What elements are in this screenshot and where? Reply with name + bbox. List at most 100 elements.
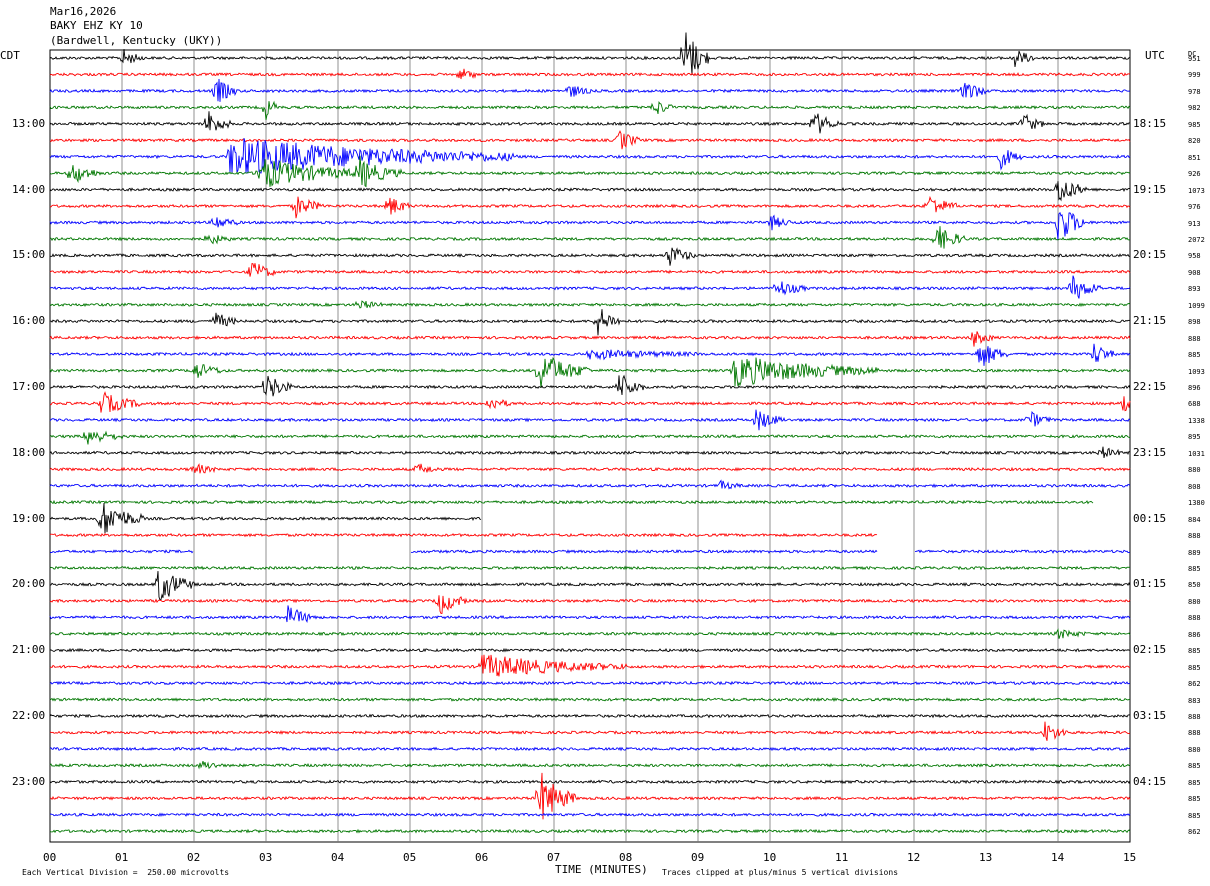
right-hour-label: 04:15	[1133, 774, 1167, 788]
dc-offset-label: 862	[1188, 680, 1201, 689]
dc-offset-label: 889	[1188, 548, 1201, 557]
right-hour-label: 01:15	[1133, 577, 1167, 591]
dc-offset-label: 898	[1188, 318, 1201, 327]
dc-offset-label: 1073	[1188, 186, 1205, 195]
left-timezone-label: CDT	[0, 49, 20, 62]
x-tick-label: 12	[907, 851, 921, 864]
dc-offset-label: 883	[1188, 696, 1201, 705]
trace-9	[49, 195, 1131, 219]
dc-offset-label: 908	[1188, 268, 1201, 277]
dc-offset-label: 896	[1188, 384, 1201, 392]
left-hour-label: 13:00	[12, 116, 46, 130]
dc-offset-label: 885	[1188, 647, 1201, 656]
left-hour-label: 23:00	[12, 774, 46, 788]
left-hour-label: 18:00	[12, 445, 46, 459]
dc-offset-label: 888	[1188, 532, 1201, 541]
trace-25	[49, 463, 1131, 474]
trace-37	[49, 654, 1131, 677]
dc-offset-label: 885	[1188, 762, 1201, 771]
dc-offset-label: 951	[1188, 55, 1201, 63]
trace-24	[49, 446, 1131, 458]
chart-date: Mar16,2026	[50, 5, 117, 18]
trace-23	[49, 430, 1131, 445]
trace-17	[49, 331, 1131, 347]
dc-offset-label: 913	[1188, 219, 1201, 228]
trace-10	[49, 211, 1131, 241]
trace-31	[49, 565, 1131, 571]
dc-offset-label: 1338	[1188, 416, 1205, 425]
dc-offset-label: 888	[1188, 713, 1201, 721]
x-tick-label: 02	[187, 851, 201, 864]
dc-offset-label: 1380	[1188, 499, 1205, 508]
trace-26	[49, 479, 1131, 490]
trace-20	[49, 374, 1131, 397]
x-tick-label: 04	[331, 851, 345, 864]
dc-offset-label: 886	[1188, 630, 1201, 639]
trace-33	[49, 595, 1131, 614]
trace-45	[49, 772, 1131, 820]
dc-offset-label: 820	[1188, 137, 1201, 146]
scale-note: Each Vertical Division = 250.00 microvol…	[22, 868, 230, 877]
left-hour-label: 16:00	[12, 314, 46, 328]
right-hour-label: 03:15	[1133, 709, 1167, 722]
trace-5	[49, 130, 1131, 150]
left-hour-label: 15:00	[12, 248, 46, 262]
left-hour-label: 17:00	[12, 380, 46, 393]
left-hour-label: 19:00	[12, 511, 46, 525]
trace-40	[49, 713, 1131, 719]
trace-29	[49, 532, 878, 538]
x-tick-label: 11	[835, 851, 849, 864]
right-hour-label: 00:15	[1133, 511, 1167, 525]
trace-22	[49, 409, 1131, 431]
dc-offset-label: 888	[1188, 334, 1201, 343]
x-tick-label: 05	[403, 851, 417, 864]
dc-offset-label: 895	[1188, 433, 1201, 442]
dc-offset-label: 978	[1188, 87, 1201, 96]
trace-8	[49, 181, 1131, 202]
trace-41	[49, 721, 1131, 741]
x-tick-label: 00	[43, 851, 57, 864]
right-hour-label: 02:15	[1133, 643, 1167, 657]
right-hour-label: 21:15	[1133, 314, 1167, 328]
trace-21	[49, 391, 1131, 413]
trace-35	[49, 628, 1131, 639]
trace-28	[49, 502, 482, 534]
trace-4	[49, 111, 1131, 134]
trace-38	[49, 680, 1131, 686]
dc-offset-label: 885	[1188, 351, 1201, 360]
dc-offset-label: 851	[1188, 153, 1201, 162]
trace-42	[49, 746, 1131, 752]
x-axis-title: TIME (MINUTES)	[555, 863, 648, 876]
dc-offset-label: 885	[1188, 663, 1201, 672]
dc-offset-label: 2072	[1188, 235, 1205, 244]
dc-offset-label: 885	[1188, 795, 1201, 804]
dc-offset-label: 1093	[1188, 367, 1205, 376]
x-tick-label: 15	[1123, 851, 1137, 864]
right-hour-label: 18:15	[1133, 116, 1167, 130]
trace-39	[49, 697, 1131, 703]
x-tick-label: 10	[763, 851, 777, 864]
trace-7	[49, 155, 1131, 188]
left-hour-label: 20:00	[12, 577, 46, 591]
dc-offset-label: 985	[1188, 120, 1201, 129]
trace-3	[49, 100, 1131, 120]
chart-station: BAKY EHZ KY 10	[50, 19, 143, 32]
plot-frame	[49, 49, 1131, 843]
trace-0	[49, 32, 1131, 75]
x-tick-label: 08	[619, 851, 633, 864]
trace-44	[49, 779, 1131, 785]
left-hour-label: 21:00	[12, 643, 46, 657]
dc-offset-label: 850	[1188, 581, 1201, 590]
right-timezone-label: UTC	[1145, 49, 1165, 62]
trace-15	[49, 300, 1131, 309]
trace-6	[49, 137, 1131, 174]
x-tick-label: 03	[259, 851, 273, 864]
dc-offset-label: 862	[1188, 828, 1201, 837]
dc-offset-label: 688	[1188, 400, 1201, 409]
x-tick-label: 13	[979, 851, 993, 864]
dc-offset-label: 880	[1188, 745, 1201, 754]
dc-offset-label: 1031	[1188, 449, 1205, 458]
dc-offset-label: 1099	[1188, 301, 1205, 310]
dc-offset-label: 880	[1188, 466, 1201, 475]
trace-30	[49, 549, 1131, 554]
